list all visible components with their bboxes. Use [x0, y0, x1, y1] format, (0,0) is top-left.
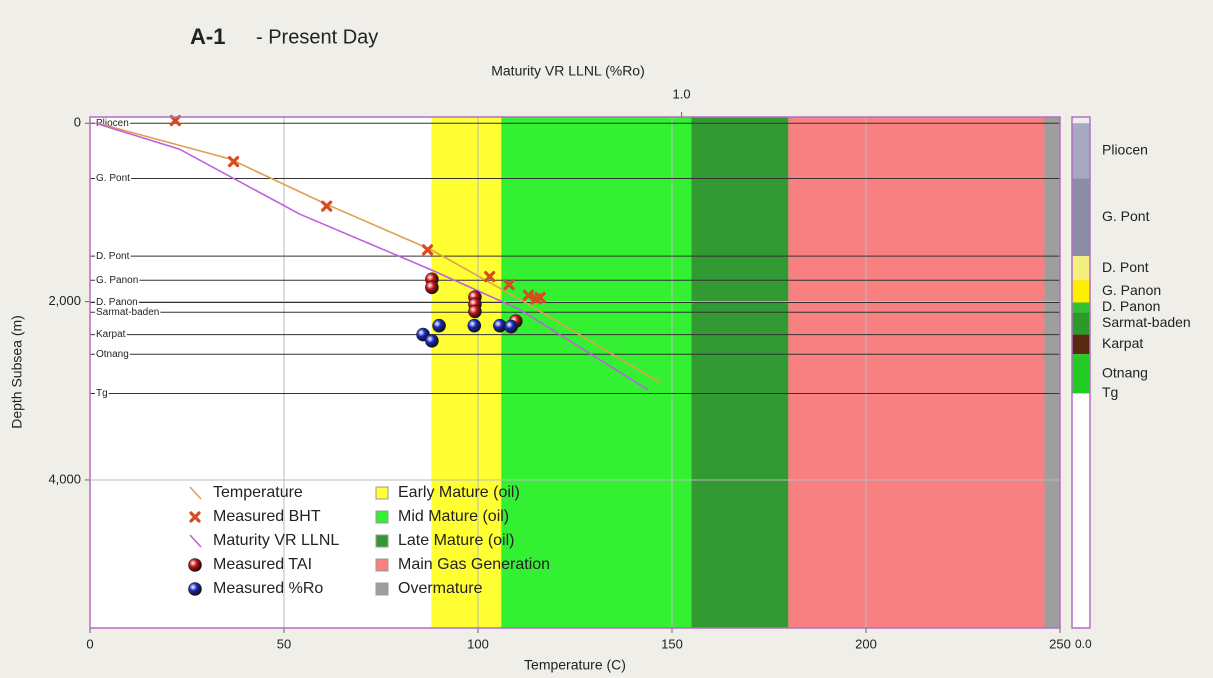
strip-segment: [1072, 302, 1090, 313]
formation-label: Tg: [96, 388, 108, 399]
legend-label: Early Mature (oil): [398, 484, 520, 501]
legend-symbol: [189, 534, 202, 548]
strip-segment: [1072, 178, 1090, 257]
x-axis-label: Temperature (C): [524, 657, 626, 673]
legend-label: Mid Mature (oil): [398, 508, 509, 525]
y-tick-label: 0: [74, 115, 81, 130]
strip-frame: [1071, 116, 1091, 629]
formation-label: D. Panon: [96, 297, 138, 308]
strip-segment: [1072, 312, 1090, 335]
formation-label: Karpat: [96, 329, 126, 340]
formation-label: D. Pont: [96, 251, 130, 262]
formation-label-bg: [95, 348, 130, 360]
cross-marker: [484, 271, 496, 283]
legend-symbol: [375, 534, 389, 548]
y-tick-label: 4,000: [48, 471, 81, 486]
formation-label-bg: [95, 274, 140, 286]
x2-axis-label: Maturity VR LLNL (%Ro): [491, 63, 645, 79]
strip-label: 0.0: [1075, 637, 1092, 651]
legend-symbol: [189, 511, 201, 523]
cross-marker: [503, 279, 515, 291]
x-tick-label: 150: [661, 636, 683, 651]
strip-label: Tg: [1102, 384, 1118, 400]
maturity-zone: [691, 117, 789, 628]
strip-label: Otnang: [1102, 365, 1148, 381]
formation-label-bg: [95, 173, 132, 185]
formation-label-bg: [95, 297, 139, 309]
ball-marker: [467, 318, 482, 333]
legend-symbol: [188, 582, 202, 596]
plot-frame: [89, 116, 1061, 629]
chart-title: A-1: [190, 24, 225, 49]
legend-symbol: [375, 486, 389, 500]
cross-marker: [321, 200, 333, 212]
strip-label: G. Pont: [1102, 208, 1150, 224]
formation-label-bg: [95, 306, 161, 318]
cross-marker: [421, 244, 434, 256]
x-tick-label: 200: [855, 636, 877, 651]
cross-marker: [534, 291, 546, 304]
formation-label-bg: [95, 117, 130, 129]
strip-segment: [1072, 393, 1090, 628]
strip-label: Karpat: [1102, 335, 1143, 351]
strip-segment: [1072, 354, 1090, 394]
strip-segment: [1072, 123, 1090, 179]
legend-label: Maturity VR LLNL: [213, 532, 339, 549]
cross-marker: [227, 155, 240, 168]
legend-label: Measured BHT: [213, 508, 321, 525]
ball-marker: [504, 319, 518, 334]
ball-marker: [425, 280, 439, 295]
ball-marker: [468, 304, 482, 319]
cross-marker: [169, 114, 181, 127]
x-tick-label: 0: [86, 636, 93, 651]
formation-label: Otnang: [96, 349, 129, 360]
ball-marker: [432, 318, 446, 333]
maturity-zone: [431, 117, 502, 628]
formation-label-bg: [95, 329, 127, 341]
formation-label: Pliocen: [96, 118, 129, 129]
legend-symbol: [189, 486, 202, 500]
maturity-zone: [1044, 117, 1060, 628]
maturity-zone: [501, 117, 692, 628]
series-line: [95, 122, 649, 391]
x-tick-label: 50: [277, 636, 291, 651]
legend-label: Measured %Ro: [213, 580, 323, 597]
strip-segment: [1072, 334, 1090, 355]
strip-label: Sarmat-baden: [1102, 314, 1191, 330]
strip-label: G. Panon: [1102, 282, 1161, 298]
strip-segment: [1072, 280, 1090, 303]
y-axis-label: Depth Subsea (m): [9, 315, 25, 429]
maturity-zone: [788, 117, 1045, 628]
y-tick-label: 2,000: [48, 293, 81, 308]
strip-label: D. Pont: [1102, 259, 1149, 275]
chart-subtitle: - Present Day: [256, 26, 378, 48]
formation-label-bg: [95, 250, 131, 262]
legend-label: Main Gas Generation: [398, 556, 550, 573]
cross-marker: [522, 289, 535, 301]
x-tick-label: 250: [1049, 636, 1071, 651]
legend-label: Temperature: [213, 484, 303, 501]
legend-symbol: [188, 558, 202, 572]
formation-label: Sarmat-baden: [96, 307, 159, 318]
strip-label: D. Panon: [1102, 298, 1160, 314]
legend-label: Late Mature (oil): [398, 532, 515, 549]
strip-segment: [1072, 256, 1090, 281]
legend-label: Overmature: [398, 580, 483, 597]
legend-label: Measured TAI: [213, 556, 312, 573]
formation-label-bg: [95, 388, 109, 400]
x-tick-label: 100: [467, 636, 489, 651]
legend-symbol: [375, 558, 389, 572]
legend-symbol: [375, 582, 389, 596]
series-line: [97, 122, 661, 384]
strip-label: Pliocen: [1102, 142, 1148, 158]
x2-tick-label: 1.0: [673, 86, 691, 101]
ball-marker: [425, 334, 439, 348]
formation-label: G. Panon: [96, 275, 138, 286]
legend-symbol: [375, 510, 389, 524]
formation-label: G. Pont: [96, 173, 130, 184]
